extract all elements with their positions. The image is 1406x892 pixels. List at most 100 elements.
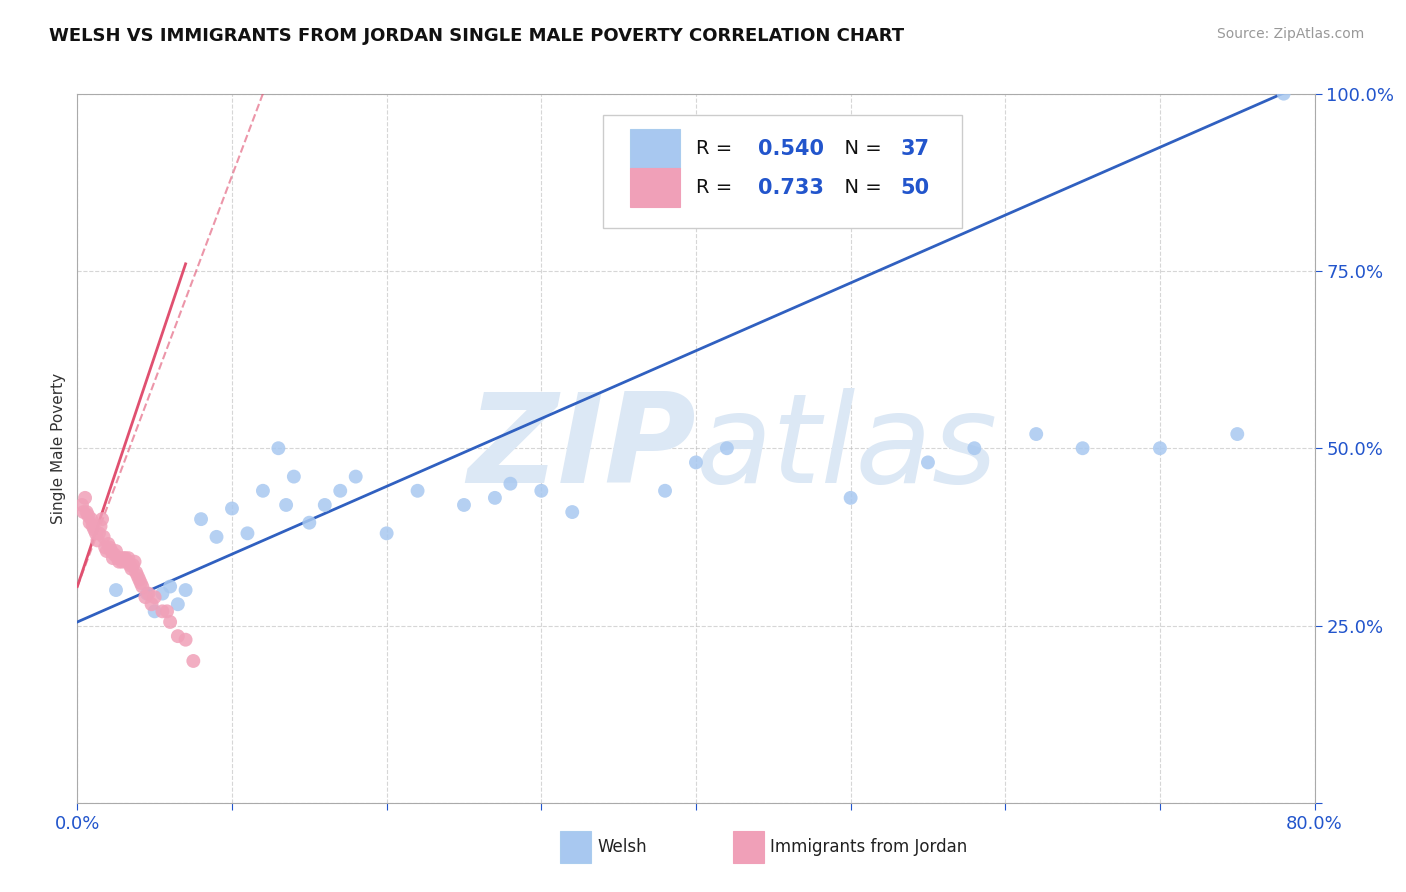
- Point: [83, 523, 105, 537]
- Point: [152, 586, 174, 600]
- Point: [174, 632, 197, 647]
- Text: 37: 37: [900, 138, 929, 159]
- Point: [87, 526, 110, 541]
- Point: [94, 541, 117, 555]
- Point: [1272, 87, 1295, 101]
- Point: [716, 441, 738, 455]
- Point: [839, 491, 862, 505]
- Point: [103, 548, 125, 562]
- Point: [84, 526, 107, 541]
- Point: [654, 483, 676, 498]
- Text: 0.540: 0.540: [758, 138, 824, 159]
- Point: [75, 491, 96, 505]
- Point: [105, 544, 127, 558]
- Point: [1025, 427, 1047, 442]
- Point: [1071, 441, 1094, 455]
- Point: [156, 604, 179, 618]
- Point: [183, 654, 205, 668]
- FancyBboxPatch shape: [630, 129, 681, 168]
- Text: Source: ZipAtlas.com: Source: ZipAtlas.com: [1216, 27, 1364, 41]
- Point: [108, 555, 131, 569]
- Point: [375, 526, 398, 541]
- Text: 0.733: 0.733: [758, 178, 824, 198]
- Point: [143, 604, 166, 618]
- Point: [101, 551, 124, 566]
- Y-axis label: Single Male Poverty: Single Male Poverty: [51, 373, 66, 524]
- Point: [100, 544, 122, 558]
- Point: [136, 586, 159, 600]
- Text: R =: R =: [696, 178, 738, 197]
- Point: [86, 533, 108, 548]
- Point: [484, 491, 506, 505]
- Point: [122, 558, 145, 573]
- Point: [110, 551, 132, 566]
- Point: [70, 498, 93, 512]
- Point: [453, 498, 475, 512]
- Text: atlas: atlas: [696, 388, 998, 508]
- Point: [114, 551, 136, 566]
- Point: [561, 505, 583, 519]
- Point: [221, 501, 243, 516]
- Point: [125, 566, 148, 580]
- Point: [72, 505, 94, 519]
- Point: [111, 555, 134, 569]
- FancyBboxPatch shape: [603, 115, 962, 228]
- Point: [141, 597, 163, 611]
- Point: [112, 551, 135, 566]
- Point: [252, 483, 274, 498]
- Text: Immigrants from Jordan: Immigrants from Jordan: [770, 838, 967, 856]
- Point: [159, 615, 181, 629]
- FancyBboxPatch shape: [630, 168, 681, 207]
- Point: [76, 505, 98, 519]
- Point: [174, 583, 197, 598]
- Point: [131, 580, 153, 594]
- Point: [138, 586, 160, 600]
- Text: 50: 50: [900, 178, 929, 198]
- Point: [1226, 427, 1249, 442]
- Text: ZIP: ZIP: [467, 388, 696, 508]
- Point: [267, 441, 290, 455]
- Point: [406, 483, 429, 498]
- Point: [134, 590, 156, 604]
- Point: [129, 576, 152, 591]
- Point: [1149, 441, 1171, 455]
- Point: [152, 604, 174, 618]
- Point: [97, 537, 120, 551]
- Point: [80, 512, 103, 526]
- Point: [91, 512, 114, 526]
- Point: [98, 541, 121, 555]
- Point: [127, 569, 149, 583]
- Text: N =: N =: [832, 139, 889, 158]
- Point: [118, 558, 141, 573]
- Point: [124, 555, 146, 569]
- Text: Welsh: Welsh: [598, 838, 647, 856]
- Point: [283, 469, 305, 483]
- Point: [298, 516, 321, 530]
- Point: [115, 555, 138, 569]
- Text: WELSH VS IMMIGRANTS FROM JORDAN SINGLE MALE POVERTY CORRELATION CHART: WELSH VS IMMIGRANTS FROM JORDAN SINGLE M…: [49, 27, 904, 45]
- Point: [276, 498, 298, 512]
- Point: [530, 483, 553, 498]
- Point: [105, 583, 127, 598]
- Point: [79, 516, 101, 530]
- Point: [107, 551, 129, 566]
- Text: N =: N =: [832, 178, 889, 197]
- Point: [128, 573, 150, 587]
- Point: [344, 469, 367, 483]
- Point: [96, 544, 118, 558]
- Text: R =: R =: [696, 139, 738, 158]
- Point: [190, 512, 212, 526]
- Point: [499, 476, 522, 491]
- Point: [205, 530, 228, 544]
- Point: [82, 519, 104, 533]
- Bar: [560, 831, 591, 863]
- Point: [143, 590, 166, 604]
- Point: [917, 455, 939, 469]
- Point: [236, 526, 259, 541]
- Point: [93, 530, 115, 544]
- Point: [329, 483, 352, 498]
- Point: [121, 562, 143, 576]
- Bar: [733, 831, 763, 863]
- Point: [159, 580, 181, 594]
- Point: [117, 551, 139, 566]
